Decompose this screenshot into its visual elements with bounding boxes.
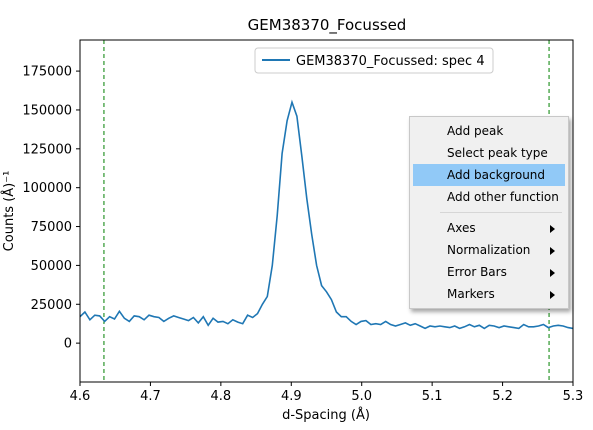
context-menu[interactable]: Add peak Select peak type Add background Ad… — [409, 116, 569, 309]
menu-item-add-peak[interactable]: Add peak — [413, 120, 565, 142]
menu-item-markers[interactable]: Markers — [413, 283, 565, 305]
menu-item-label: Add background — [447, 168, 546, 182]
series-line-0 — [79, 99, 574, 330]
y-tick-label: 150000 — [22, 103, 72, 118]
legend-entry-label: GEM38370_Focussed: spec 4 — [296, 54, 485, 69]
menu-item-label: Axes — [447, 221, 476, 235]
submenu-arrow-icon — [550, 225, 555, 233]
x-tick-label: 5.2 — [492, 389, 513, 404]
menu-item-select-peak-type[interactable]: Select peak type — [413, 142, 565, 164]
menu-item-label: Normalization — [447, 243, 531, 257]
y-tick-label: 175000 — [22, 65, 72, 80]
menu-item-axes[interactable]: Axes — [413, 217, 565, 239]
x-tick-label: 4.6 — [70, 389, 91, 404]
x-tick-label: 4.7 — [140, 389, 161, 404]
y-tick-label: 0 — [64, 337, 72, 352]
menu-item-label: Error Bars — [447, 265, 507, 279]
menu-item-label: Add peak — [447, 124, 504, 138]
x-tick-label: 5.1 — [422, 389, 443, 404]
y-tick-label: 75000 — [31, 220, 72, 235]
menu-item-normalization[interactable]: Normalization — [413, 239, 565, 261]
y-tick-label: 125000 — [22, 142, 72, 157]
x-tick-label: 5.3 — [563, 389, 584, 404]
y-tick-label: 100000 — [22, 181, 72, 196]
y-axis-title: Counts (Å)⁻¹ — [1, 171, 17, 252]
menu-item-add-other-function[interactable]: Add other function — [413, 186, 565, 208]
x-tick-label: 5.0 — [351, 389, 372, 404]
x-tick-label: 4.8 — [211, 389, 232, 404]
menu-item-label: Markers — [447, 287, 495, 301]
plot-title: GEM38370_Focussed — [248, 16, 407, 35]
menu-item-label: Add other function — [447, 190, 559, 204]
submenu-arrow-icon — [550, 247, 555, 255]
legend: GEM38370_Focussed: spec 4 — [254, 47, 494, 74]
axes-frame — [79, 39, 574, 383]
submenu-arrow-icon — [550, 269, 555, 277]
y-tick-label: 50000 — [31, 259, 72, 274]
x-tick-label: 4.9 — [281, 389, 302, 404]
menu-separator — [440, 212, 562, 213]
menu-item-add-background[interactable]: Add background — [413, 164, 565, 186]
x-axis-title: d-Spacing (Å) — [282, 407, 370, 423]
submenu-arrow-icon — [550, 291, 555, 299]
legend-frame — [254, 47, 494, 74]
y-tick-label: 25000 — [31, 298, 72, 313]
menu-item-error-bars[interactable]: Error Bars — [413, 261, 565, 283]
menu-item-label: Select peak type — [447, 146, 548, 160]
